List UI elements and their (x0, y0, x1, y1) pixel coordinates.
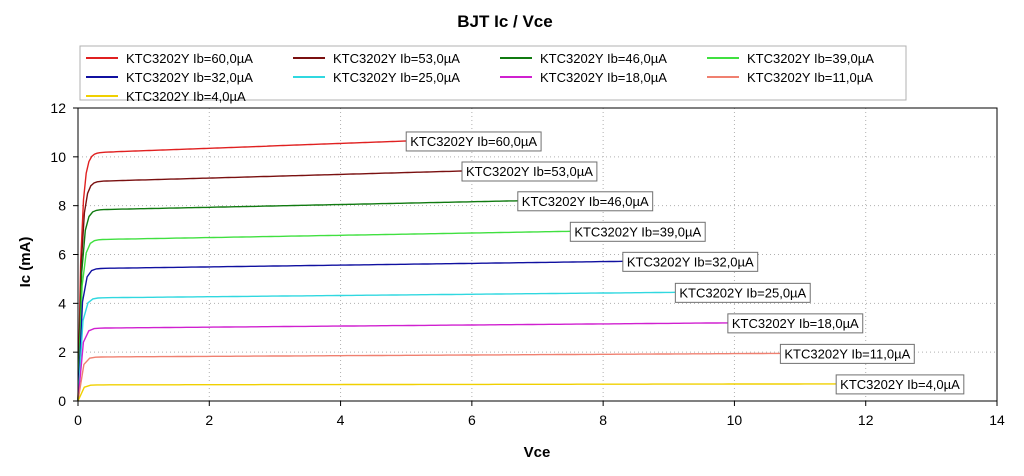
series-end-label-box (779, 343, 915, 364)
series-line (77, 352, 781, 402)
legend-item: KTC3202Y Ib=18,0µA (500, 70, 667, 85)
legend-item: KTC3202Y Ib=46,0µA (500, 51, 667, 66)
series-line (77, 170, 463, 402)
series-end-tag: KTC3202Y Ib=60,0µA (405, 131, 542, 152)
legend-item: KTC3202Y Ib=25,0µA (293, 70, 460, 85)
legend-label: KTC3202Y Ib=39,0µA (747, 51, 874, 66)
x-tick-label: 6 (468, 412, 476, 428)
series-line (77, 140, 407, 402)
chart-title: BJT Ic / Vce (457, 12, 552, 31)
legend-label: KTC3202Y Ib=46,0µA (540, 51, 667, 66)
x-tick-label: 12 (858, 412, 874, 428)
series-tags: KTC3202Y Ib=60,0µA KTC3202Y Ib=53,0µA KTC3… (405, 131, 965, 395)
series-end-label: KTC3202Y Ib=25,0µA (679, 285, 806, 300)
series-end-label: KTC3202Y Ib=18,0µA (732, 316, 859, 331)
series-end-tag: KTC3202Y Ib=18,0µA (727, 313, 864, 334)
series-line (77, 383, 837, 402)
y-tick-label: 4 (58, 295, 66, 311)
series-line (77, 322, 728, 402)
legend-item: KTC3202Y Ib=53,0µA (293, 51, 460, 66)
legend-label: KTC3202Y Ib=4,0µA (126, 89, 246, 104)
series-end-label: KTC3202Y Ib=53,0µA (466, 164, 593, 179)
series-group (77, 140, 837, 402)
axis-ticks: 0 2 4 6 8 10 12 14 0 2 4 6 8 10 12 (50, 100, 1005, 428)
series-end-tag: KTC3202Y Ib=32,0µA (622, 251, 759, 272)
series-end-label-box (622, 251, 759, 272)
x-tick-label: 4 (337, 412, 345, 428)
y-axis-label: Ic (mA) (17, 237, 34, 288)
series-end-label-box (727, 313, 864, 334)
legend-item: KTC3202Y Ib=39,0µA (707, 51, 874, 66)
series-end-label-box (569, 221, 706, 242)
series-end-label-box (517, 191, 654, 212)
series-line (77, 230, 571, 402)
series-end-label: KTC3202Y Ib=60,0µA (410, 134, 537, 149)
series-end-label: KTC3202Y Ib=39,0µA (574, 224, 701, 239)
x-tick-label: 0 (74, 412, 82, 428)
series-end-tag: KTC3202Y Ib=25,0µA (674, 282, 811, 303)
legend-item: KTC3202Y Ib=32,0µA (86, 70, 253, 85)
x-tick-label: 14 (989, 412, 1005, 428)
x-tick-label: 2 (205, 412, 213, 428)
y-tick-label: 6 (58, 247, 66, 263)
series-end-tag: KTC3202Y Ib=4,0µA (835, 374, 965, 395)
series-end-label-box (835, 374, 965, 395)
series-end-label: KTC3202Y Ib=4,0µA (840, 377, 960, 392)
series-end-label: KTC3202Y Ib=32,0µA (627, 254, 754, 269)
legend-item: KTC3202Y Ib=4,0µA (86, 89, 246, 104)
series-end-label-box (674, 282, 811, 303)
y-tick-label: 0 (58, 393, 66, 409)
y-tick-label: 8 (58, 198, 66, 214)
series-end-tag: KTC3202Y Ib=53,0µA (461, 161, 598, 182)
series-end-label-box (461, 161, 598, 182)
x-tick-label: 10 (727, 412, 743, 428)
series-line (77, 260, 623, 402)
series-line (77, 200, 518, 402)
series-end-label: KTC3202Y Ib=11,0µA (784, 346, 910, 361)
legend-label: KTC3202Y Ib=11,0µA (747, 70, 873, 85)
legend-item: KTC3202Y Ib=11,0µA (707, 70, 873, 85)
y-tick-label: 10 (50, 149, 66, 165)
legend-label: KTC3202Y Ib=53,0µA (333, 51, 460, 66)
legend-label: KTC3202Y Ib=60,0µA (126, 51, 253, 66)
y-tick-label: 2 (58, 344, 66, 360)
legend: KTC3202Y Ib=60,0µA KTC3202Y Ib=53,0µA KTC3… (79, 45, 907, 104)
y-tick-label: 12 (50, 100, 66, 116)
legend-label: KTC3202Y Ib=25,0µA (333, 70, 460, 85)
x-axis-label: Vce (524, 444, 551, 461)
x-tick-label: 8 (599, 412, 607, 428)
series-line (77, 291, 676, 402)
series-end-label: KTC3202Y Ib=46,0µA (522, 194, 649, 209)
series-end-label-box (405, 131, 542, 152)
legend-item: KTC3202Y Ib=60,0µA (86, 51, 253, 66)
series-end-tag: KTC3202Y Ib=39,0µA (569, 221, 706, 242)
series-end-tag: KTC3202Y Ib=46,0µA (517, 191, 654, 212)
series-end-tag: KTC3202Y Ib=11,0µA (779, 343, 915, 364)
legend-box (79, 45, 907, 101)
legend-label: KTC3202Y Ib=32,0µA (126, 70, 253, 85)
legend-label: KTC3202Y Ib=18,0µA (540, 70, 667, 85)
